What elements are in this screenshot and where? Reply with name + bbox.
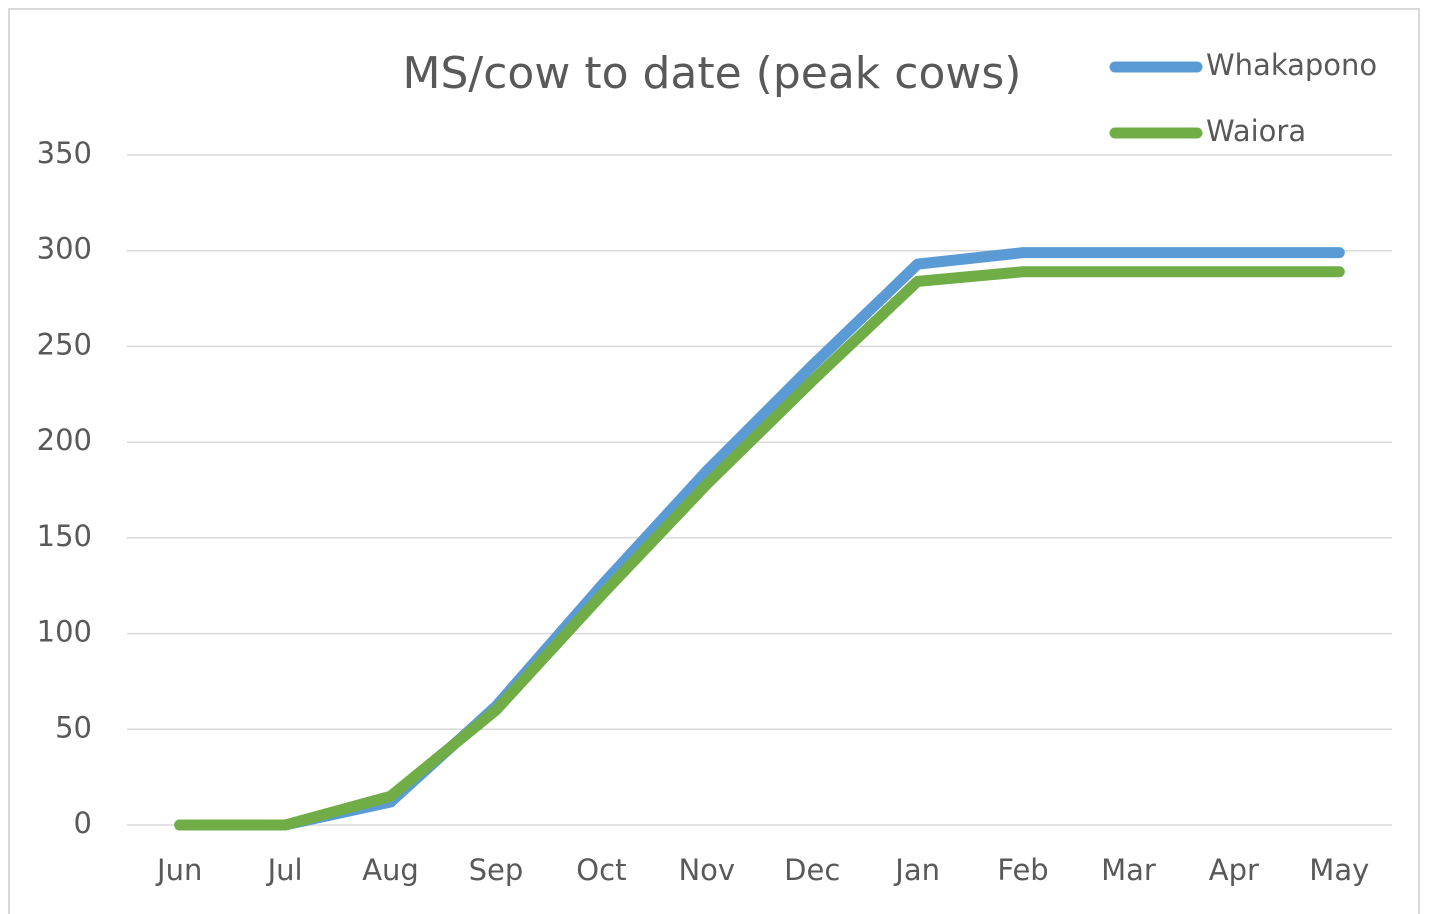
x-tick-label: Mar	[1101, 853, 1156, 887]
y-tick-label: 0	[74, 806, 92, 840]
y-tick-label: 150	[37, 519, 92, 553]
chart-title: MS/cow to date (peak cows)	[403, 48, 1022, 99]
x-tick-label: May	[1309, 853, 1369, 887]
x-tick-label: Jun	[155, 853, 202, 887]
x-tick-label: Nov	[678, 853, 735, 887]
y-tick-label: 100	[37, 615, 92, 649]
x-tick-label: Feb	[997, 853, 1048, 887]
x-tick-label: Jul	[266, 853, 303, 887]
x-tick-label: Aug	[362, 853, 419, 887]
x-tick-label: Sep	[469, 853, 524, 887]
y-tick-label: 300	[37, 232, 92, 266]
y-tick-label: 50	[55, 710, 92, 744]
y-tick-label: 200	[37, 423, 92, 457]
series-line	[174, 266, 1345, 831]
x-tick-label: Dec	[784, 853, 840, 887]
y-tick-label: 250	[37, 327, 92, 361]
legend-label: Waiora	[1206, 114, 1306, 148]
x-tick-label: Oct	[576, 853, 626, 887]
x-tick-label: Jan	[893, 853, 940, 887]
legend-label: Whakapono	[1206, 48, 1377, 82]
y-tick-label: 350	[37, 136, 92, 170]
x-tick-label: Apr	[1209, 853, 1259, 887]
